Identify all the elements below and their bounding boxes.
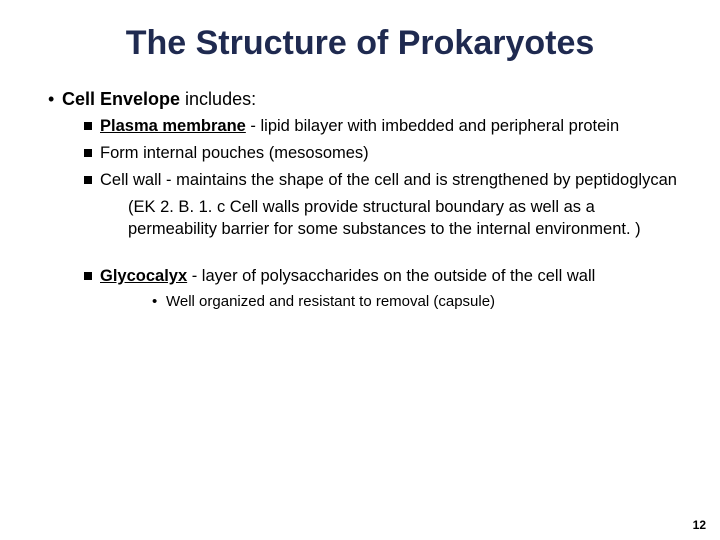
bullet-dot-icon: • — [48, 89, 62, 110]
cell-envelope-rest: includes: — [180, 89, 256, 109]
bullet-level-1: •Cell Envelope includes: — [48, 89, 680, 110]
item-cell-wall: Cell wall - maintains the shape of the c… — [84, 170, 680, 191]
spacer — [84, 248, 680, 262]
capsule-text: Well organized and resistant to removal … — [166, 293, 495, 310]
slide-title: The Structure of Prokaryotes — [40, 24, 680, 63]
slide: The Structure of Prokaryotes •Cell Envel… — [0, 0, 720, 540]
bullet-dot-icon: • — [152, 293, 166, 310]
plasma-membrane-label: Plasma membrane — [100, 117, 246, 135]
cell-wall-text: Cell wall - maintains the shape of the c… — [100, 171, 677, 189]
square-bullet-icon — [84, 272, 92, 280]
glycocalyx-text: - layer of polysaccharides on the outsid… — [187, 267, 595, 285]
plasma-membrane-text: - lipid bilayer with imbedded and periph… — [246, 117, 619, 135]
glycocalyx-label: Glycocalyx — [100, 267, 187, 285]
item-plasma-membrane: Plasma membrane - lipid bilayer with imb… — [84, 116, 680, 137]
square-bullet-icon — [84, 122, 92, 130]
item-capsule: •Well organized and resistant to removal… — [152, 293, 680, 310]
item-glycocalyx: Glycocalyx - layer of polysaccharides on… — [84, 266, 680, 287]
cell-envelope-label: Cell Envelope — [62, 89, 180, 109]
sub-bullet-list: Plasma membrane - lipid bilayer with imb… — [84, 116, 680, 310]
square-bullet-icon — [84, 176, 92, 184]
mesosomes-text: Form internal pouches (mesosomes) — [100, 144, 369, 162]
item-ek-note: (EK 2. B. 1. c Cell walls provide struct… — [128, 197, 680, 239]
page-number: 12 — [693, 518, 706, 532]
square-bullet-icon — [84, 149, 92, 157]
item-mesosomes: Form internal pouches (mesosomes) — [84, 143, 680, 164]
